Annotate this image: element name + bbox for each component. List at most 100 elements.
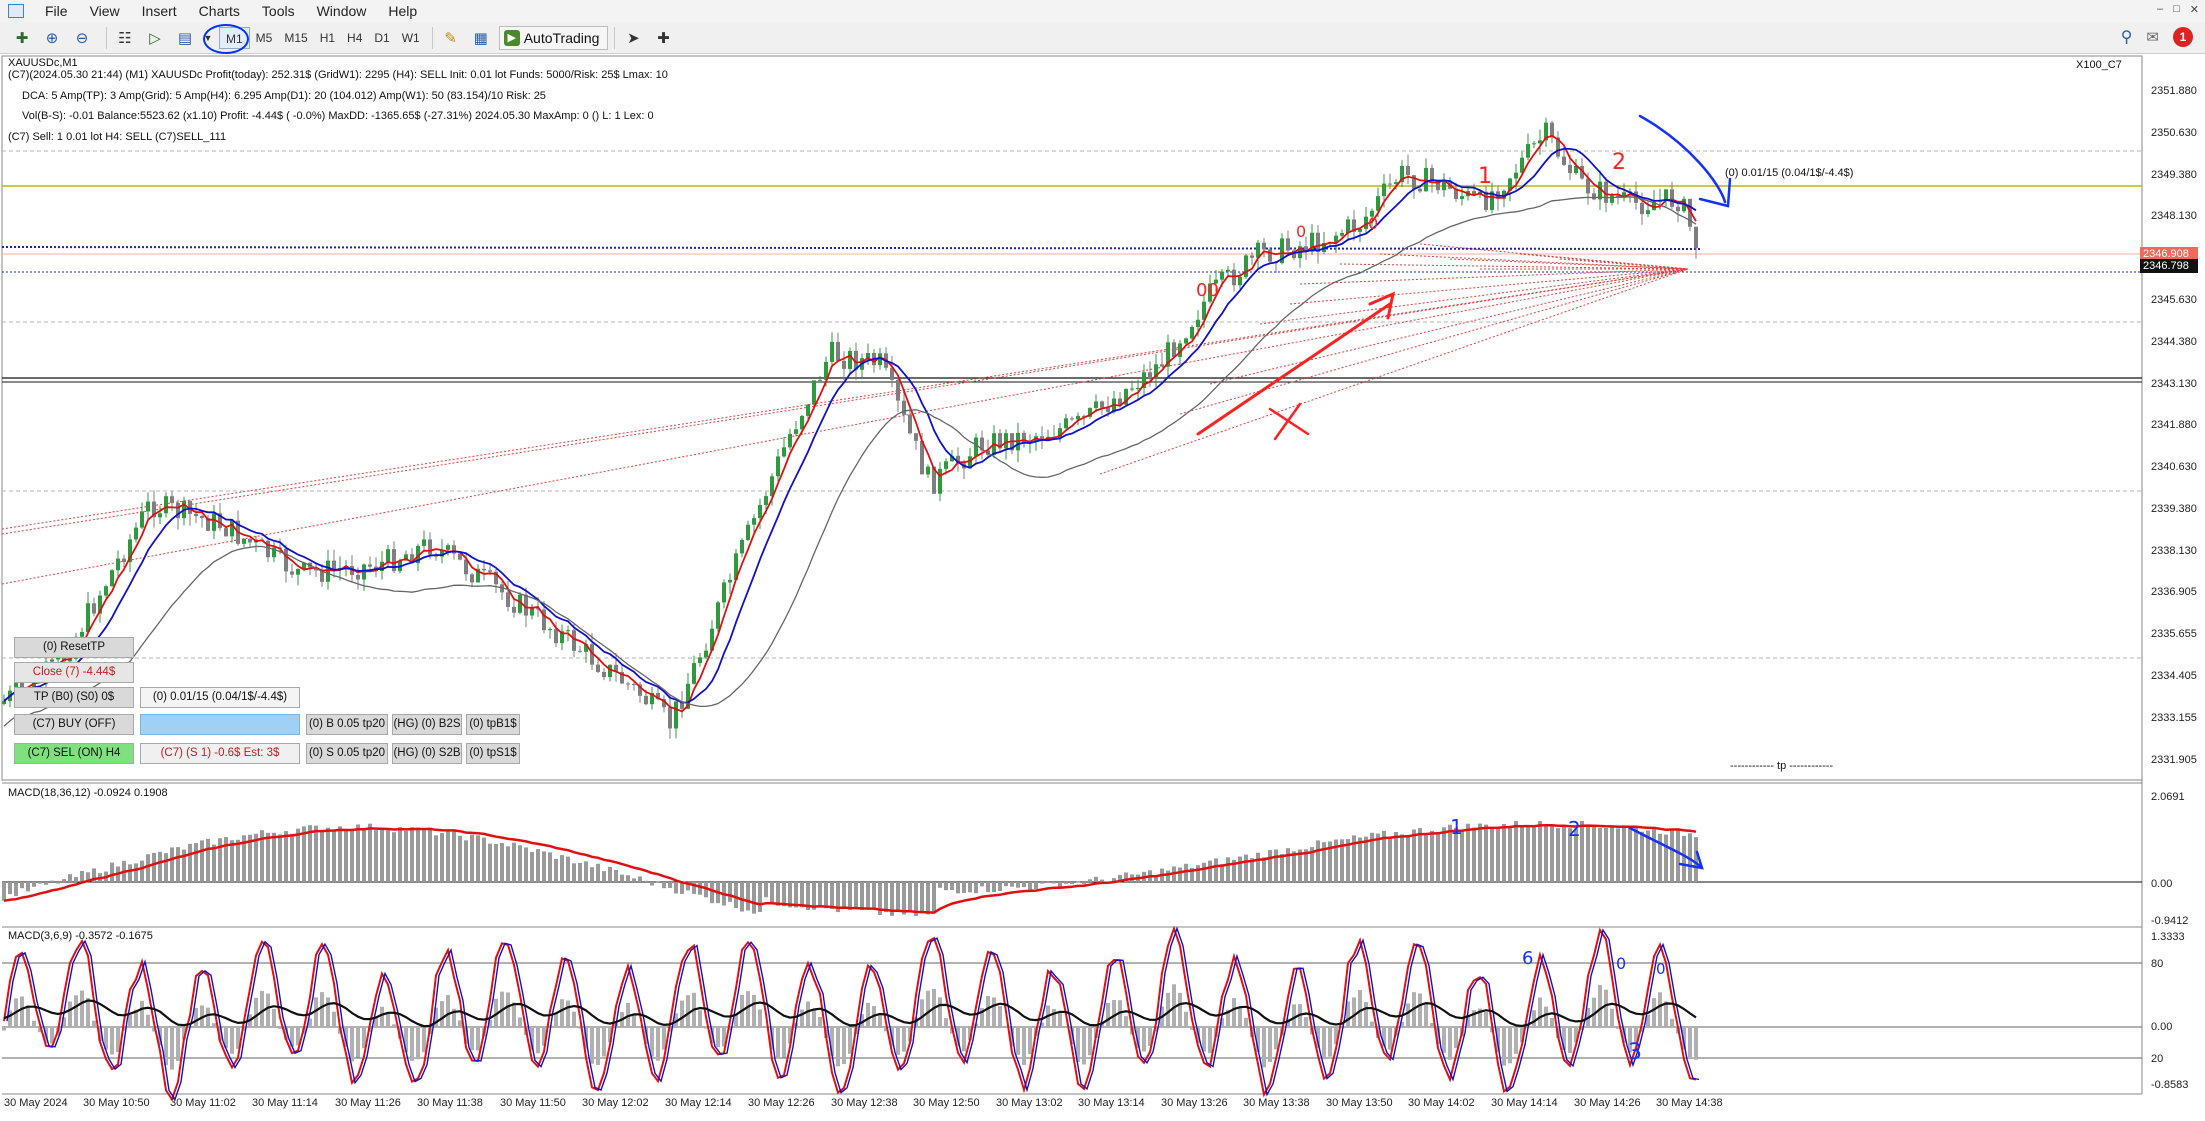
zoom-out-icon[interactable]: ⊖ [75, 29, 89, 47]
blank-blue-button[interactable] [140, 714, 300, 735]
sell-button[interactable]: (C7) SEL (ON) H4 [14, 743, 134, 764]
macd1-bar [878, 882, 882, 915]
s-tp-button[interactable]: (0) S 0.05 tp20 [306, 743, 388, 764]
chart-canvas[interactable] [0, 54, 2205, 1121]
timeframe-w1[interactable]: W1 [401, 30, 420, 45]
hg-b2s-button[interactable]: (HG) (0) B2S [392, 714, 462, 735]
macd2-bar [350, 1027, 354, 1062]
macd1-bar [674, 882, 678, 894]
crosshair-icon[interactable]: ✚ [657, 29, 670, 47]
hg-s2b-button[interactable]: (HG) (0) S2B [392, 743, 462, 764]
close-icon[interactable]: ✕ [2189, 4, 2199, 16]
macd1-bar [1280, 854, 1284, 882]
candle-body [914, 433, 918, 441]
menu-view[interactable]: View [89, 3, 120, 19]
macd1-bar [1214, 858, 1218, 882]
candle-body [158, 513, 162, 518]
macd2-bar [386, 1012, 390, 1027]
scroll-chart-icon[interactable]: ▷ [149, 29, 161, 47]
s1-button[interactable]: (C7) (S 1) -0.6$ Est: 3$ [140, 743, 300, 764]
macd1-bar [830, 882, 834, 909]
chart-area[interactable]: 1 2 0 0 00 1 2 6 0 0 3 XAUUSDc,M1 (C7)(2… [0, 54, 2205, 1121]
macd2-bar [1202, 1027, 1206, 1052]
macd1-bar [890, 882, 894, 916]
buy-button[interactable]: (C7) BUY (OFF) [14, 714, 134, 735]
candle-body [734, 553, 738, 580]
candle-body [1688, 198, 1692, 227]
candle-body [1580, 166, 1584, 179]
reset-tp-button[interactable]: (0) ResetTP [14, 637, 134, 658]
timeframe-m15[interactable]: M15 [284, 30, 308, 45]
search-icon[interactable]: ⚲ [2120, 29, 2133, 46]
macd2-bar [194, 1007, 198, 1027]
navigator-icon[interactable]: ▦ [473, 29, 488, 47]
macd1-bar [206, 838, 210, 882]
candle-body [680, 701, 684, 709]
macd1-bar [56, 882, 60, 884]
order-info-button[interactable]: (0) 0.01/15 (0.04/1$/-4.4$) [140, 687, 300, 708]
candle-body [1280, 238, 1284, 264]
menu-insert[interactable]: Insert [141, 3, 177, 19]
candle-body [1412, 175, 1416, 189]
candle-body [1238, 276, 1242, 286]
cursor-icon[interactable]: ➤ [627, 29, 640, 47]
template-icon[interactable]: ▤ [177, 29, 193, 47]
macd1-bar [1088, 879, 1092, 882]
timeframe-d1[interactable]: D1 [374, 30, 390, 45]
macd2-bar [98, 1027, 102, 1041]
macd2-bar [1346, 1001, 1350, 1027]
macd2-bar [1304, 1017, 1308, 1027]
macd2-bar [1472, 1010, 1476, 1027]
autotrading-button[interactable]: ▶ AutoTrading [498, 25, 609, 50]
macd1-bar [824, 882, 828, 909]
alert-badge[interactable]: 1 [2173, 27, 2193, 47]
menu-bar: File View Insert Charts Tools Window Hel… [0, 0, 2205, 22]
restore-icon[interactable]: □ [2173, 3, 2180, 15]
blue-label-6: 6 [1522, 948, 1534, 969]
candle-body [596, 664, 600, 672]
menu-charts[interactable]: Charts [198, 3, 240, 19]
macd2-bar [1436, 1027, 1440, 1045]
macd2-bar [86, 997, 90, 1027]
b-tp-button[interactable]: (0) B 0.05 tp20 [306, 714, 388, 735]
timeframe-h4[interactable]: H4 [347, 30, 363, 45]
timeframe-m5[interactable]: M5 [255, 30, 273, 45]
macd2-bar [230, 1027, 234, 1054]
timeframe-h1[interactable]: H1 [319, 30, 336, 45]
menu-window[interactable]: Window [316, 3, 367, 19]
candle-body [710, 628, 714, 651]
macd2-bar [752, 994, 756, 1027]
minimize-icon[interactable]: – [2157, 3, 2164, 15]
macd2-bar [1004, 1025, 1008, 1027]
expert-icon[interactable]: ✎ [444, 29, 457, 47]
macd1-bar [1310, 847, 1314, 882]
macd2-bar [590, 1027, 594, 1064]
menu-file[interactable]: File [45, 3, 68, 19]
candle-body [80, 631, 84, 637]
macd1-bar [326, 827, 330, 882]
macd1-bar [200, 840, 204, 882]
close-button[interactable]: Close (7) -4.44$ [14, 662, 134, 683]
bar-chart-icon[interactable]: ☷ [118, 29, 132, 47]
tp-b-button[interactable]: (0) tpB1$ [466, 714, 520, 735]
macd2-bar [1520, 1027, 1524, 1043]
macd2-bar [1268, 1027, 1272, 1062]
candle-body [188, 500, 192, 514]
macd2-bar [1466, 1015, 1470, 1027]
tp-label: ------------ tp ------------ [1730, 760, 1834, 772]
macd1-bar [1250, 858, 1254, 882]
zoom-in-icon[interactable]: ⊕ [45, 29, 59, 47]
tp-s-button[interactable]: (0) tpS1$ [466, 743, 520, 764]
tp-button[interactable]: TP (B0) (S0) 0$ [14, 687, 134, 708]
macd2-bar [1562, 1027, 1566, 1050]
macd2-bar [1604, 989, 1608, 1027]
menu-tools[interactable]: Tools [261, 3, 295, 19]
order-label: (0) 0.01/15 (0.04/1$/-4.4$) [1725, 167, 1854, 179]
candle-body [1316, 232, 1320, 252]
menu-help[interactable]: Help [388, 3, 418, 19]
macd2-bar [236, 1027, 240, 1049]
chat-icon[interactable]: ✉ [2146, 29, 2159, 46]
new-chart-icon[interactable]: ✚ [15, 29, 29, 47]
macd2-bar [518, 1017, 522, 1027]
macd1-bar [1544, 824, 1548, 882]
